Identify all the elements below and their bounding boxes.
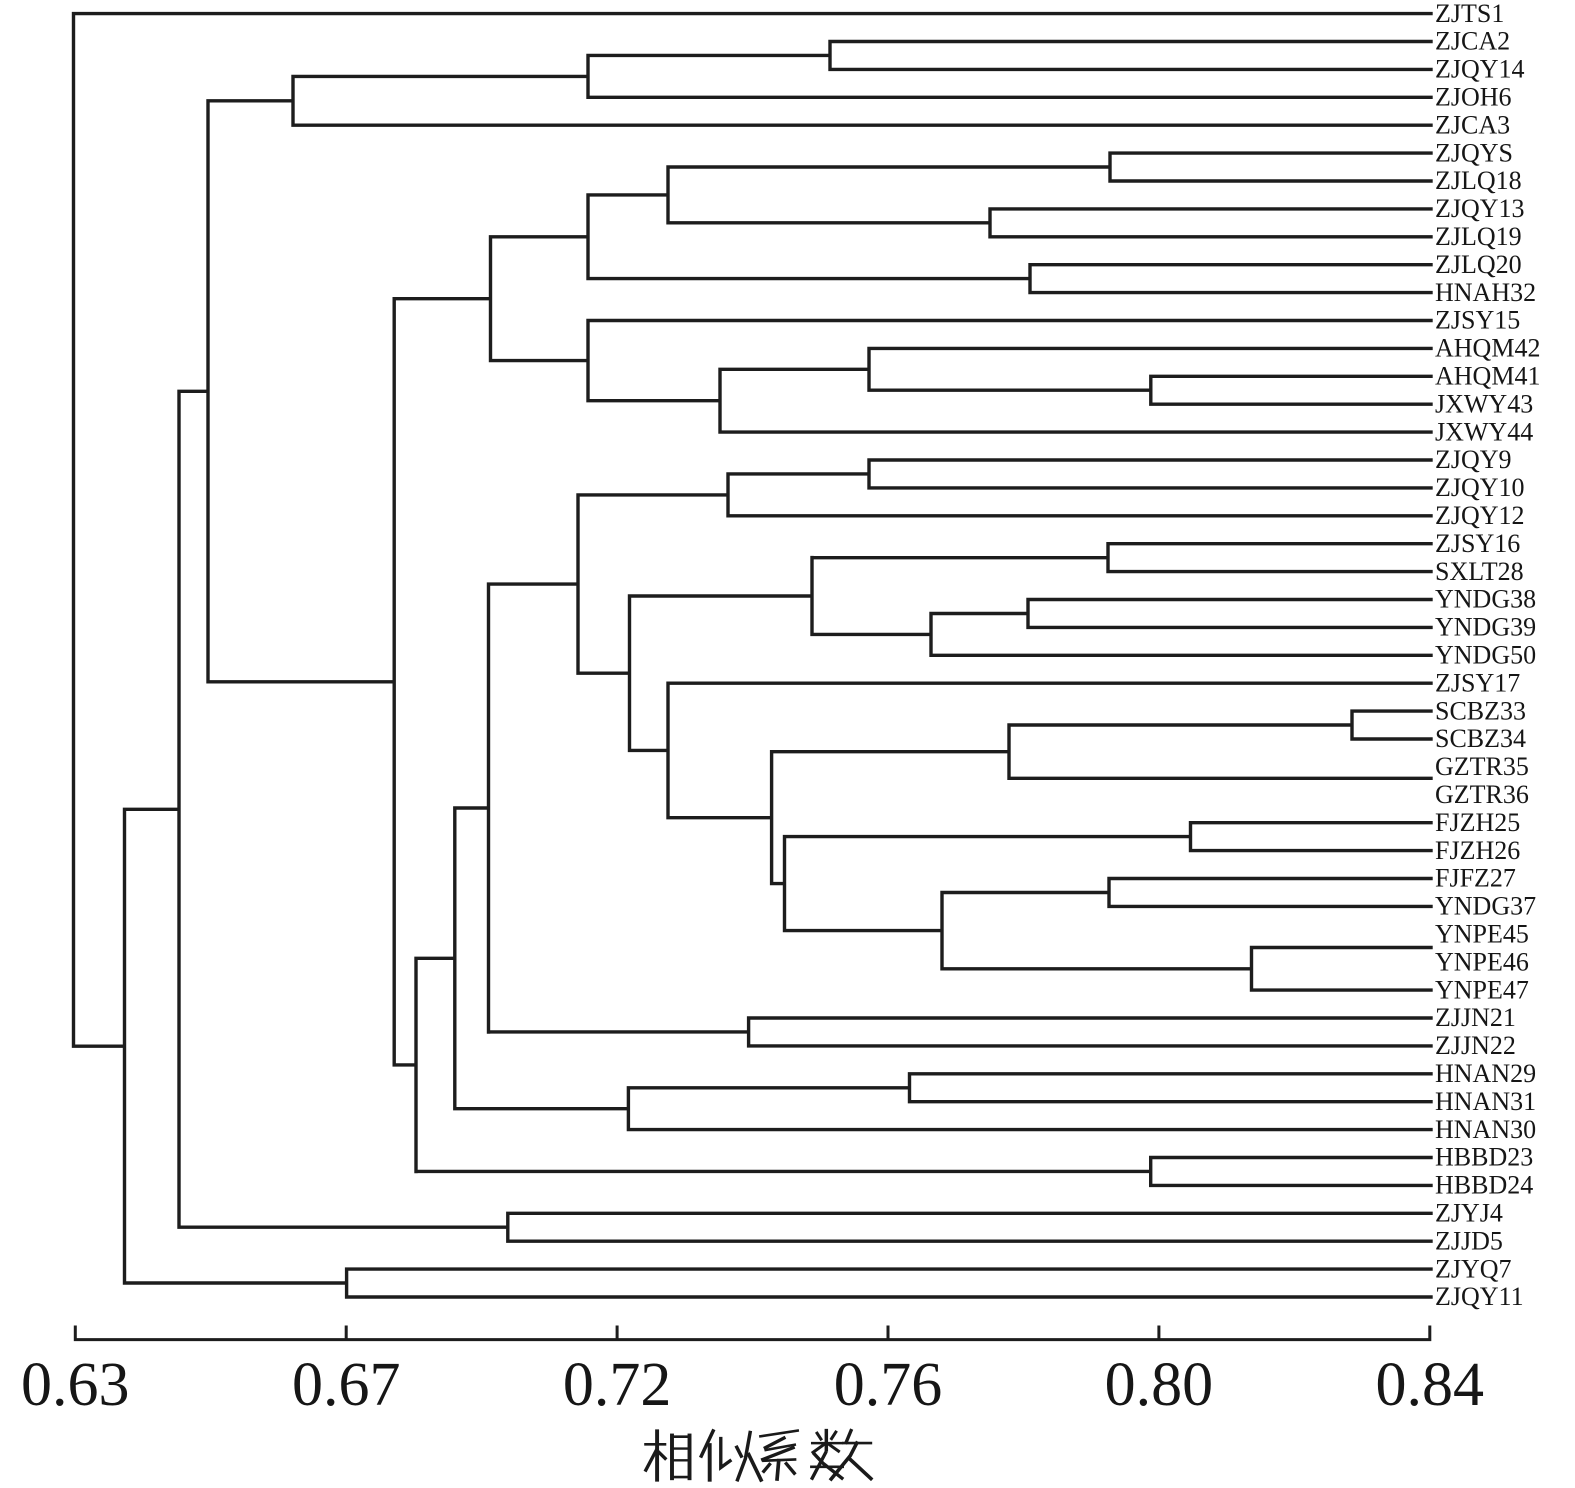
svg-text:AHQM42: AHQM42 — [1435, 334, 1540, 363]
svg-text:ZJTS1: ZJTS1 — [1435, 0, 1504, 28]
svg-text:0.63: 0.63 — [21, 1351, 130, 1419]
svg-text:ZJLQ18: ZJLQ18 — [1435, 166, 1522, 195]
svg-text:YNPE46: YNPE46 — [1435, 947, 1529, 976]
svg-text:GZTR35: GZTR35 — [1435, 752, 1529, 781]
svg-text:YNDG50: YNDG50 — [1435, 641, 1536, 670]
svg-text:0.80: 0.80 — [1105, 1351, 1214, 1419]
svg-text:ZJOH6: ZJOH6 — [1435, 83, 1512, 112]
svg-text:HNAN29: HNAN29 — [1435, 1059, 1536, 1088]
svg-text:AHQM41: AHQM41 — [1435, 362, 1540, 391]
svg-text:JXWY44: JXWY44 — [1435, 417, 1533, 446]
svg-text:ZJQY13: ZJQY13 — [1435, 194, 1525, 223]
svg-text:0.72: 0.72 — [563, 1351, 672, 1419]
svg-text:0.67: 0.67 — [292, 1351, 401, 1419]
svg-text:HBBD23: HBBD23 — [1435, 1143, 1533, 1172]
svg-text:SCBZ34: SCBZ34 — [1435, 724, 1526, 753]
svg-text:YNDG38: YNDG38 — [1435, 585, 1536, 614]
svg-text:ZJQYS: ZJQYS — [1435, 138, 1513, 167]
svg-text:ZJSY17: ZJSY17 — [1435, 668, 1520, 697]
svg-text:HNAH32: HNAH32 — [1435, 278, 1536, 307]
svg-text:ZJYQ7: ZJYQ7 — [1435, 1254, 1512, 1283]
svg-text:ZJJD5: ZJJD5 — [1435, 1226, 1503, 1255]
svg-text:ZJJN21: ZJJN21 — [1435, 1003, 1516, 1032]
svg-text:SXLT28: SXLT28 — [1435, 557, 1524, 586]
svg-text:ZJQY12: ZJQY12 — [1435, 501, 1525, 530]
svg-text:ZJJN22: ZJJN22 — [1435, 1031, 1516, 1060]
svg-text:ZJQY14: ZJQY14 — [1435, 55, 1525, 84]
svg-text:ZJSY16: ZJSY16 — [1435, 529, 1520, 558]
svg-text:0.84: 0.84 — [1376, 1351, 1485, 1419]
svg-text:ZJCA2: ZJCA2 — [1435, 27, 1510, 56]
svg-text:HNAN31: HNAN31 — [1435, 1087, 1536, 1116]
svg-text:YNDG37: YNDG37 — [1435, 892, 1536, 921]
svg-text:ZJLQ19: ZJLQ19 — [1435, 222, 1522, 251]
svg-text:FJFZ27: FJFZ27 — [1435, 864, 1516, 893]
svg-text:FJZH26: FJZH26 — [1435, 836, 1520, 865]
svg-text:YNPE47: YNPE47 — [1435, 975, 1529, 1004]
svg-text:HNAN30: HNAN30 — [1435, 1115, 1536, 1144]
svg-text:HBBD24: HBBD24 — [1435, 1171, 1533, 1200]
svg-text:0.76: 0.76 — [834, 1351, 943, 1419]
svg-text:SCBZ33: SCBZ33 — [1435, 696, 1526, 725]
svg-text:ZJCA3: ZJCA3 — [1435, 110, 1510, 139]
svg-text:ZJQY9: ZJQY9 — [1435, 445, 1512, 474]
svg-text:ZJYJ4: ZJYJ4 — [1435, 1199, 1503, 1228]
svg-text:ZJQY10: ZJQY10 — [1435, 473, 1525, 502]
svg-text:GZTR36: GZTR36 — [1435, 780, 1529, 809]
svg-text:ZJSY15: ZJSY15 — [1435, 306, 1520, 335]
svg-text:YNDG39: YNDG39 — [1435, 613, 1536, 642]
svg-text:YNPE45: YNPE45 — [1435, 920, 1529, 949]
svg-text:FJZH25: FJZH25 — [1435, 808, 1520, 837]
svg-text:ZJQY11: ZJQY11 — [1435, 1282, 1524, 1311]
svg-text:JXWY43: JXWY43 — [1435, 389, 1533, 418]
svg-text:ZJLQ20: ZJLQ20 — [1435, 250, 1522, 279]
